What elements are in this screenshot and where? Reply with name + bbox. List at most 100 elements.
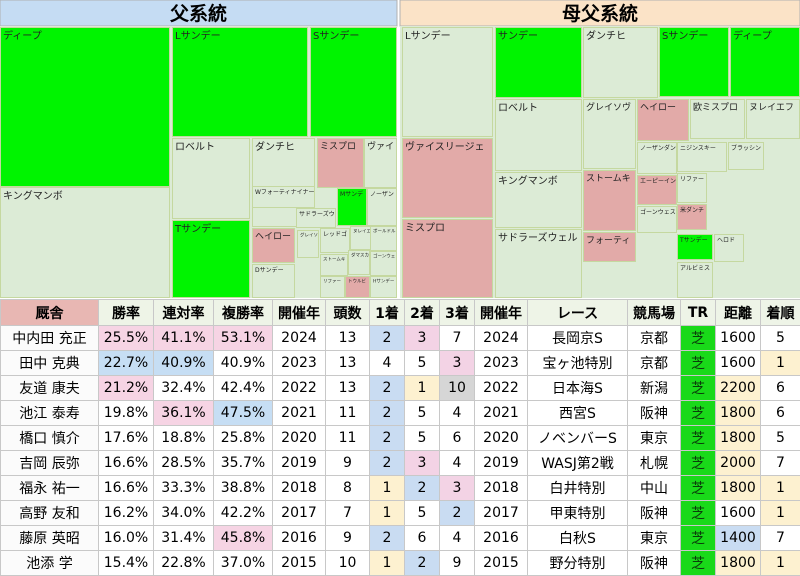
- treemap-cell-5: Tサンデー: [173, 221, 250, 298]
- stable-name: 友道 康夫: [1, 376, 99, 401]
- finish-cell: 5: [761, 326, 800, 351]
- header-stable: 厩舎: [1, 300, 99, 326]
- treemap-cell-label: Tサンデー: [174, 222, 221, 235]
- top2-rate-cell: 31.4%: [154, 526, 214, 551]
- distance-cell: 1600: [716, 326, 761, 351]
- treemap-cell-label: ダマスカ: [351, 252, 369, 259]
- track-cell: 芝: [681, 526, 716, 551]
- treemap-cell-22: トウルビ: [346, 277, 370, 298]
- third-count-cell: 4: [440, 526, 475, 551]
- venue-cell: 札幌: [628, 451, 681, 476]
- treemap-cell-label: ヘロド: [717, 237, 735, 244]
- treemap-cell-label: ゴーンウェス: [640, 208, 676, 216]
- third-count-cell: 7: [440, 326, 475, 351]
- third-count-cell: 3: [440, 476, 475, 501]
- first-count-cell: 2: [370, 426, 405, 451]
- top3-rate-cell: 47.5%: [214, 401, 273, 426]
- race-name-cell: 甲東特別: [528, 501, 628, 526]
- first-count-cell: 2: [370, 376, 405, 401]
- treemap-cell-label: レッドゴ: [323, 230, 347, 238]
- first-count-cell: 2: [370, 326, 405, 351]
- treemap-title: 父系統: [169, 2, 227, 25]
- win-rate-cell: 16.6%: [99, 476, 154, 501]
- track-cell: 芝: [681, 376, 716, 401]
- treemap-cell-label: サドラーズウェル: [498, 231, 578, 244]
- stable-name: 中内田 充正: [1, 326, 99, 351]
- year-cell: 2022: [273, 376, 326, 401]
- treemap-cell-21: リファー: [678, 174, 707, 203]
- treemap-cell-17: 欧ミスプロ: [691, 100, 745, 139]
- first-count-cell: 1: [370, 476, 405, 501]
- top3-rate-cell: 45.8%: [214, 526, 273, 551]
- top2-rate-cell: 40.9%: [154, 351, 214, 376]
- treemap-cell-label: ダンチヒ: [255, 140, 295, 153]
- track-cell: 芝: [681, 351, 716, 376]
- race-year-cell: 2017: [475, 501, 528, 526]
- treemap-cell-2: ミスプロ: [403, 220, 493, 298]
- race-name-cell: WASJ第2戦: [528, 451, 628, 476]
- year-cell: 2023: [273, 351, 326, 376]
- second-count-cell: 5: [405, 426, 440, 451]
- treemap-cell-label: Lサンデー: [175, 29, 221, 42]
- treemap-cell-8: Dサンデー: [253, 265, 295, 298]
- header-top3-rate: 複勝率: [214, 300, 273, 326]
- venue-cell: 京都: [628, 351, 681, 376]
- treemap-cell-label: ストームキ: [323, 257, 346, 263]
- treemap-cell-14: グレイソ: [298, 231, 319, 258]
- treemap-cell-label: ヌレイエフ: [749, 103, 794, 113]
- treemap-cell-rect: [311, 28, 397, 137]
- win-rate-cell: 16.6%: [99, 451, 154, 476]
- year-cell: 2016: [273, 526, 326, 551]
- distance-cell: 2000: [716, 451, 761, 476]
- treemap-cell-15: レッドゴ: [321, 229, 350, 253]
- race-year-cell: 2020: [475, 426, 528, 451]
- first-count-cell: 2: [370, 451, 405, 476]
- broodmare-sire-line-treemap: 母父系統Lサンデーヴァイスリージェミスプロサンデーロベルトキングマンボサドラーズ…: [400, 0, 800, 298]
- treemap-cell-label: ノーザン: [370, 191, 394, 198]
- race-year-cell: 2019: [475, 451, 528, 476]
- distance-cell: 1800: [716, 401, 761, 426]
- race-year-cell: 2023: [475, 351, 528, 376]
- runners-cell: 11: [326, 426, 370, 451]
- treemap-cell-13: ヴァイ: [365, 139, 397, 188]
- treemap-cell-label: ゴーンウェ: [373, 253, 395, 260]
- treemap-cell-10: フォーティ: [584, 233, 636, 262]
- top2-rate-cell: 18.8%: [154, 426, 214, 451]
- distance-cell: 2200: [716, 376, 761, 401]
- runners-cell: 8: [326, 476, 370, 501]
- finish-cell: 1: [761, 351, 800, 376]
- runners-cell: 13: [326, 376, 370, 401]
- treemap-cell-label: ロベルト: [498, 102, 538, 114]
- treemap-cell-label: 欧ミスプロ: [693, 101, 738, 113]
- track-cell: 芝: [681, 401, 716, 426]
- venue-cell: 阪神: [628, 501, 681, 526]
- race-year-cell: 2024: [475, 326, 528, 351]
- treemap-title: 母父系統: [562, 2, 638, 25]
- venue-cell: 新潟: [628, 376, 681, 401]
- treemap-cell-label: ミスプロ: [405, 222, 445, 234]
- second-count-cell: 3: [405, 326, 440, 351]
- third-count-cell: 10: [440, 376, 475, 401]
- treemap-cell-label: Mサンデ: [340, 190, 363, 198]
- runners-cell: 9: [326, 526, 370, 551]
- venue-cell: 東京: [628, 526, 681, 551]
- treemap-cell-17: ノーザン: [368, 189, 397, 226]
- stable-name: 福永 祐一: [1, 476, 99, 501]
- treemap-cell-rect: [173, 28, 308, 137]
- treemap-cell-rect: [403, 28, 493, 137]
- treemap-cell-label: リファー: [323, 279, 341, 285]
- header-first: 1着: [370, 300, 405, 326]
- finish-cell: 6: [761, 376, 800, 401]
- race-year-cell: 2021: [475, 401, 528, 426]
- header-third: 3着: [440, 300, 475, 326]
- treemap-cell-23: ゴーンウェ: [371, 252, 397, 276]
- treemap-cell-label: ブラッシン: [731, 144, 761, 152]
- treemap-cell-11: サドラーズウ: [297, 209, 336, 228]
- treemap-cell-1: ヴァイスリージェ: [403, 139, 493, 218]
- treemap-cell-label: Sサンデー: [662, 29, 708, 42]
